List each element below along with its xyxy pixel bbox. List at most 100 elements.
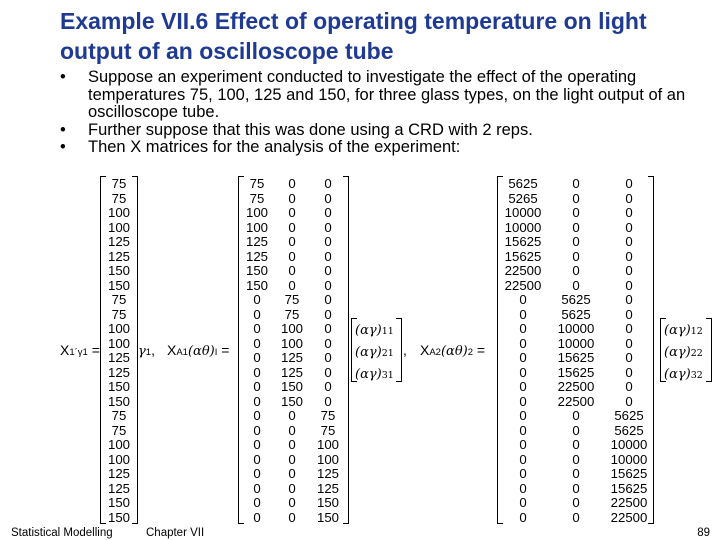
matrix-cell: 125 [107,248,130,264]
matrix-cell: 15625 [610,480,648,496]
matrix-cell: 150 [280,379,303,394]
footer-chapter: Chapter VII [146,527,205,539]
matrix-cell: 0 [625,321,633,336]
matrix-cell: 0 [253,495,261,510]
matrix-cell: 22500 [557,379,595,394]
matrix-cell: 10000 [610,437,648,452]
matrix-cell: 0 [519,437,527,452]
vector1-left-bracket [351,318,357,382]
matrix-cell: 22500 [557,393,595,409]
matrix-cell: 0 [253,379,261,394]
matrix-cell: 0 [253,393,261,409]
vector2: (αγ)12 (αγ)22 (αγ)32 [664,319,703,385]
matrix-cell: 125 [107,234,130,249]
matrix-cell: 0 [625,190,633,206]
matrix-cell: 0 [324,306,332,322]
matrix-cell: 0 [324,205,332,220]
matrix-cell: 0 [519,422,527,438]
matrix-cell: 0 [288,509,296,525]
matrix-cell: 0 [324,190,332,206]
matrix-cell: 0 [253,364,261,380]
matrix-cell: 0 [625,350,633,365]
matrix-cell: 0 [324,379,332,394]
matrix-cell: 0 [572,480,580,496]
matrix-cell: 10000 [557,335,595,351]
vector-subscript: 32 [690,370,703,381]
matrix-cell: 75 [111,422,127,438]
matrix-cell: 75 [320,408,336,423]
matrix-xa2-label: XA2(αθ)2 = [420,342,486,359]
matrix-cell: 150 [107,379,130,394]
vector1-entry: (αγ)21 [355,341,394,363]
matrix-cell: 0 [625,364,633,380]
matrix-cell: 0 [572,408,580,423]
matrix-cell: 100 [316,451,339,467]
matrix-cell: 0 [324,350,332,365]
matrix-cell: 0 [572,451,580,467]
matrix-cell: 0 [519,466,527,481]
matrix-cell: 0 [253,437,261,452]
matrix-cell: 75 [320,422,336,438]
matrix-cell: 0 [253,509,261,525]
matrix-cell: 0 [519,379,527,394]
slide-title: Example VII.6 Effect of operating temper… [60,8,647,64]
matrix-cell: 0 [253,321,261,336]
matrix-cell: 0 [324,292,332,307]
bullet-item: Further suppose that this was done using… [58,121,708,140]
vector2-left-bracket [660,318,666,382]
matrix-cell: 0 [572,190,580,206]
bullet-item: Suppose an experiment conducted to inves… [58,68,708,122]
comma-separator: , [403,342,407,358]
matrix-cell: 0 [324,393,332,409]
matrix-cell: 0 [253,466,261,481]
matrix-cell: 75 [284,306,300,322]
matrix-cell: 5265 [508,190,538,206]
matrix-cell: 150 [316,509,339,525]
matrix-cell: 0 [519,321,527,336]
matrix-cell: 0 [288,234,296,249]
matrix-cell: 100 [280,335,303,351]
matrix-cell: 0 [625,277,633,293]
vector-subscript: 12 [690,326,703,337]
matrix-cell: 75 [111,292,127,307]
matrix-cell: 0 [572,248,580,264]
matrix-cell: 0 [572,466,580,481]
matrix-cell: 0 [519,306,527,322]
matrix-cell: 0 [288,176,296,191]
matrix-cell: 0 [625,379,633,394]
matrix-cell: 0 [519,292,527,307]
matrix-cell: 100 [245,219,268,235]
matrix1-column: 75 75 100 100 125 125 150 150 75 75 100 100 125 125 15… [104,176,134,525]
matrix-cell: 75 [111,176,127,191]
matrix-cell: 0 [625,393,633,409]
matrix-cell: 0 [288,480,296,496]
matrix-cell: 75 [111,190,127,206]
matrix-cell: 100 [107,321,130,336]
matrix-cell: 0 [324,277,332,293]
matrix-cell: 0 [253,350,261,365]
matrix-cell: 22500 [504,263,542,278]
matrix-cell: 5625 [561,292,591,307]
matrix-cell: 5625 [561,306,591,322]
matrix2-right-bracket [343,176,349,524]
matrix1-right-bracket [132,176,138,524]
matrix-cell: 150 [107,277,130,293]
matrix-cell: 75 [111,408,127,423]
bullet-item: Then X matrices for the analysis of the … [58,139,708,157]
gamma1-label: γ1, [138,342,155,359]
matrix-cell: 150 [245,263,268,278]
matrix-cell: 0 [519,509,527,525]
matrix-cell: 100 [245,205,268,220]
matrix-cell: 0 [288,205,296,220]
matrix-cell: 10000 [557,321,595,336]
matrix-cell: 0 [572,219,580,235]
matrix-cell: 100 [107,205,130,220]
matrix2-left-bracket [238,176,244,524]
matrix-x1-label: X1´γ1 = [60,342,100,358]
vector-symbol: (αγ) [664,345,691,360]
matrix-cell: 125 [280,350,303,365]
matrix-cell: 125 [280,364,303,380]
matrix-cell: 0 [253,292,261,307]
matrix-cell: 0 [519,335,527,351]
matrix-cell: 0 [519,364,527,380]
